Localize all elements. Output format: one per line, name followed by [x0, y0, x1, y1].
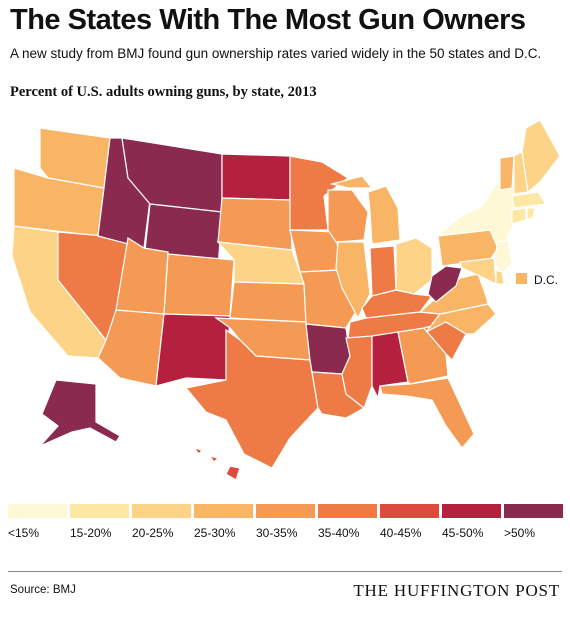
- state-tx: [184, 328, 319, 469]
- legend-item: 20-25%: [132, 504, 192, 540]
- legend-item: 35-40%: [318, 504, 378, 540]
- state-mi: [329, 175, 401, 245]
- dc-marker: [516, 273, 527, 284]
- state-ak: [39, 379, 121, 447]
- legend-swatch: [442, 504, 501, 518]
- legend-label: 30-35%: [256, 526, 298, 540]
- state-nd: [221, 153, 291, 201]
- legend-item: 25-30%: [194, 504, 254, 540]
- legend-label: >50%: [504, 526, 536, 540]
- state-nj: [493, 239, 513, 275]
- legend-swatch: [318, 504, 377, 518]
- legend-item: <15%: [8, 504, 68, 540]
- chart-title: The States With The Most Gun Owners: [10, 4, 526, 36]
- legend-label: <15%: [8, 526, 40, 540]
- state-fl: [379, 377, 475, 449]
- state-in: [369, 245, 397, 297]
- map-title: Percent of U.S. adults owning guns, by s…: [10, 84, 317, 100]
- legend-swatch: [70, 504, 129, 518]
- state-co: [163, 253, 235, 317]
- legend-label: 45-50%: [442, 526, 484, 540]
- footer-divider: [8, 571, 562, 572]
- state-ks: [229, 281, 307, 323]
- state-md: [459, 257, 497, 286]
- legend-item: >50%: [504, 504, 564, 540]
- legend-swatch: [132, 504, 191, 518]
- dc-label: D.C.: [534, 273, 558, 287]
- legend-label: 25-30%: [194, 526, 236, 540]
- state-ri: [526, 207, 536, 220]
- legend-label: 20-25%: [132, 526, 174, 540]
- legend-swatch: [256, 504, 315, 518]
- state-sd: [217, 197, 293, 251]
- legend-label: 35-40%: [318, 526, 360, 540]
- publisher-logo: THE HUFFINGTON POST: [353, 581, 560, 600]
- legend-item: 40-45%: [380, 504, 440, 540]
- legend-swatch: [8, 504, 67, 518]
- state-me: [521, 119, 561, 194]
- legend-label: 40-45%: [380, 526, 422, 540]
- state-nm: [155, 313, 231, 387]
- state-hi: [192, 446, 241, 481]
- legend-item: 45-50%: [442, 504, 502, 540]
- state-il: [335, 241, 371, 320]
- legend-item: 30-35%: [256, 504, 316, 540]
- state-ar: [305, 323, 351, 375]
- state-vt: [499, 155, 515, 191]
- chart-subtitle: A new study from BMJ found gun ownership…: [10, 46, 542, 61]
- state-ct: [511, 207, 527, 225]
- source-note: Source: BMJ: [10, 584, 76, 596]
- legend-label: 15-20%: [70, 526, 112, 540]
- legend-swatch: [504, 504, 563, 518]
- legend-swatch: [380, 504, 439, 518]
- legend-swatch: [194, 504, 253, 518]
- state-oh: [395, 237, 433, 295]
- state-ma: [511, 191, 548, 209]
- legend-item: 15-20%: [70, 504, 130, 540]
- state-wi: [327, 189, 369, 243]
- us-choropleth-map: [11, 119, 561, 481]
